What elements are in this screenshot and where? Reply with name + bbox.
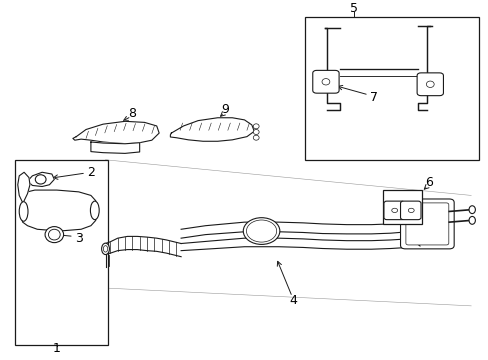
FancyBboxPatch shape	[405, 203, 448, 245]
FancyBboxPatch shape	[416, 73, 443, 96]
Text: 9: 9	[221, 103, 228, 116]
Text: 6: 6	[424, 176, 432, 189]
FancyBboxPatch shape	[383, 201, 404, 220]
Bar	[15, 160, 108, 345]
Ellipse shape	[253, 130, 259, 135]
Polygon shape	[73, 121, 159, 144]
Text: 3: 3	[75, 232, 82, 245]
Ellipse shape	[322, 78, 329, 85]
Ellipse shape	[468, 206, 474, 213]
Bar	[305, 17, 478, 160]
Polygon shape	[18, 172, 30, 203]
FancyBboxPatch shape	[400, 201, 420, 220]
Ellipse shape	[48, 229, 60, 240]
Ellipse shape	[90, 201, 99, 220]
Ellipse shape	[246, 220, 276, 242]
FancyBboxPatch shape	[400, 199, 453, 249]
Text: 7: 7	[369, 91, 377, 104]
FancyBboxPatch shape	[312, 70, 338, 93]
Text: 5: 5	[349, 2, 358, 15]
Text: 8: 8	[128, 107, 136, 120]
Ellipse shape	[253, 124, 259, 129]
Ellipse shape	[243, 218, 279, 244]
Ellipse shape	[468, 216, 474, 224]
Text: 1: 1	[53, 342, 61, 355]
Ellipse shape	[45, 226, 63, 243]
Ellipse shape	[426, 81, 433, 87]
Polygon shape	[27, 172, 54, 186]
Ellipse shape	[391, 208, 397, 212]
Polygon shape	[20, 190, 96, 231]
Polygon shape	[91, 142, 140, 153]
Ellipse shape	[35, 175, 46, 184]
Bar	[383, 190, 422, 224]
Text: 2: 2	[87, 166, 95, 179]
Ellipse shape	[103, 246, 107, 252]
Ellipse shape	[253, 135, 259, 140]
Polygon shape	[170, 118, 254, 141]
Ellipse shape	[102, 243, 109, 255]
Text: 4: 4	[289, 294, 297, 307]
Ellipse shape	[407, 208, 413, 212]
Ellipse shape	[19, 202, 28, 221]
